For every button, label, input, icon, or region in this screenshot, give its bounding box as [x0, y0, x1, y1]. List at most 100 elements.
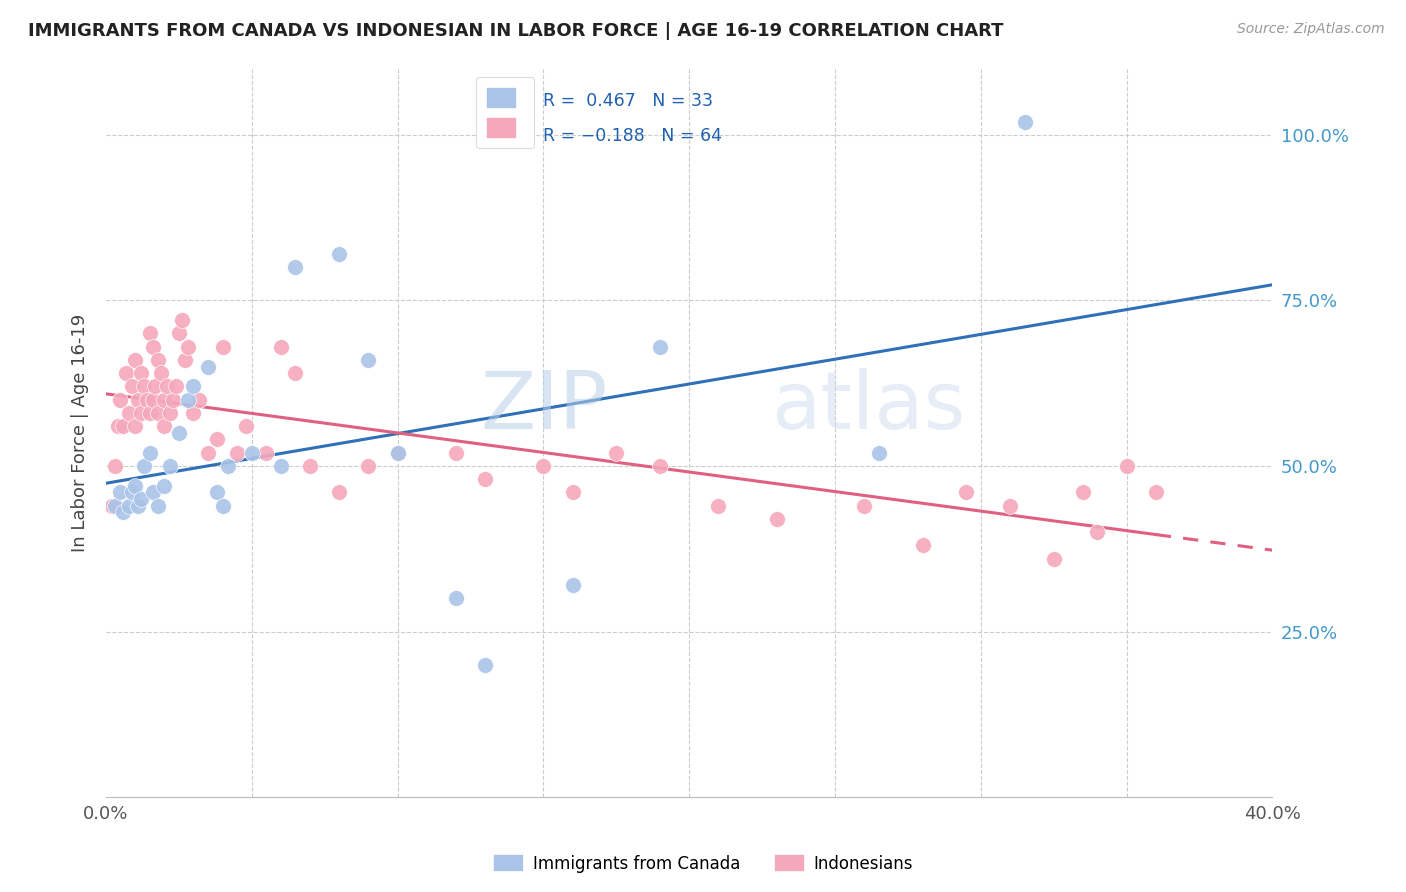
- Point: [148, 406, 170, 420]
- Legend: , : ,: [475, 77, 534, 148]
- Point: [132, 458, 155, 473]
- Point: [211, 340, 233, 354]
- Point: [648, 458, 671, 473]
- Point: [254, 446, 277, 460]
- Point: [153, 392, 176, 407]
- Point: [110, 485, 132, 500]
- Point: [104, 458, 127, 473]
- Point: [197, 359, 219, 374]
- Point: [159, 458, 181, 473]
- Point: [226, 446, 249, 460]
- Point: [124, 419, 146, 434]
- Point: [170, 313, 193, 327]
- Point: [159, 406, 181, 420]
- Point: [167, 425, 190, 440]
- Point: [162, 392, 184, 407]
- Point: [135, 392, 157, 407]
- Point: [1014, 114, 1036, 128]
- Point: [1115, 458, 1137, 473]
- Point: [328, 485, 350, 500]
- Legend: Immigrants from Canada, Indonesians: Immigrants from Canada, Indonesians: [486, 847, 920, 880]
- Point: [118, 499, 141, 513]
- Y-axis label: In Labor Force | Age 16-19: In Labor Force | Age 16-19: [72, 314, 89, 552]
- Point: [165, 379, 187, 393]
- Point: [138, 446, 160, 460]
- Text: IMMIGRANTS FROM CANADA VS INDONESIAN IN LABOR FORCE | AGE 16-19 CORRELATION CHAR: IMMIGRANTS FROM CANADA VS INDONESIAN IN …: [28, 22, 1004, 40]
- Point: [183, 406, 205, 420]
- Point: [387, 446, 409, 460]
- Point: [173, 353, 195, 368]
- Point: [211, 499, 233, 513]
- Point: [474, 657, 496, 672]
- Point: [357, 353, 380, 368]
- Point: [124, 353, 146, 368]
- Point: [104, 499, 127, 513]
- Point: [284, 260, 307, 275]
- Point: [127, 499, 149, 513]
- Point: [124, 479, 146, 493]
- Point: [561, 485, 583, 500]
- Point: [176, 340, 198, 354]
- Point: [150, 366, 173, 380]
- Point: [148, 499, 170, 513]
- Point: [1071, 485, 1094, 500]
- Text: R = −0.188   N = 64: R = −0.188 N = 64: [543, 127, 723, 145]
- Point: [121, 379, 143, 393]
- Point: [183, 379, 205, 393]
- Point: [299, 458, 322, 473]
- Point: [107, 419, 129, 434]
- Point: [853, 499, 876, 513]
- Point: [444, 591, 467, 606]
- Point: [197, 446, 219, 460]
- Point: [387, 446, 409, 460]
- Point: [1144, 485, 1167, 500]
- Point: [142, 340, 165, 354]
- Point: [205, 485, 228, 500]
- Point: [127, 392, 149, 407]
- Point: [648, 340, 671, 354]
- Point: [284, 366, 307, 380]
- Point: [205, 433, 228, 447]
- Point: [1087, 525, 1109, 540]
- Point: [1042, 551, 1064, 566]
- Point: [112, 505, 135, 519]
- Point: [148, 353, 170, 368]
- Point: [153, 479, 176, 493]
- Point: [868, 446, 890, 460]
- Point: [129, 406, 152, 420]
- Point: [270, 458, 292, 473]
- Point: [531, 458, 554, 473]
- Point: [328, 247, 350, 261]
- Point: [142, 392, 165, 407]
- Point: [115, 366, 138, 380]
- Point: [707, 499, 730, 513]
- Point: [235, 419, 257, 434]
- Point: [217, 458, 239, 473]
- Point: [153, 419, 176, 434]
- Point: [176, 392, 198, 407]
- Point: [138, 406, 160, 420]
- Text: R =  0.467   N = 33: R = 0.467 N = 33: [543, 92, 713, 110]
- Point: [357, 458, 380, 473]
- Point: [112, 419, 135, 434]
- Point: [118, 406, 141, 420]
- Point: [138, 326, 160, 341]
- Point: [188, 392, 211, 407]
- Point: [765, 512, 787, 526]
- Text: ZIP: ZIP: [481, 368, 607, 446]
- Point: [998, 499, 1021, 513]
- Point: [129, 491, 152, 506]
- Point: [561, 578, 583, 592]
- Text: atlas: atlas: [770, 368, 966, 446]
- Point: [911, 538, 934, 552]
- Point: [132, 379, 155, 393]
- Point: [100, 499, 122, 513]
- Point: [129, 366, 152, 380]
- Point: [121, 485, 143, 500]
- Point: [142, 485, 165, 500]
- Point: [240, 446, 263, 460]
- Point: [444, 446, 467, 460]
- Point: [605, 446, 627, 460]
- Point: [955, 485, 977, 500]
- Point: [110, 392, 132, 407]
